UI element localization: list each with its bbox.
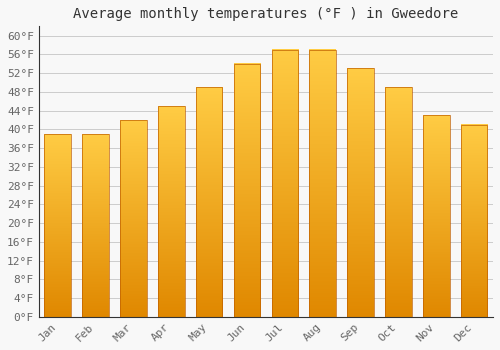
Bar [196,87,222,317]
Bar [348,69,374,317]
Bar [461,125,487,317]
Bar [385,87,411,317]
Bar [234,64,260,317]
Bar [44,134,71,317]
Bar [310,50,336,317]
Bar [82,134,109,317]
Bar [120,120,146,317]
Bar [158,106,184,317]
Title: Average monthly temperatures (°F ) in Gweedore: Average monthly temperatures (°F ) in Gw… [74,7,458,21]
Bar [272,50,298,317]
Bar [423,115,450,317]
